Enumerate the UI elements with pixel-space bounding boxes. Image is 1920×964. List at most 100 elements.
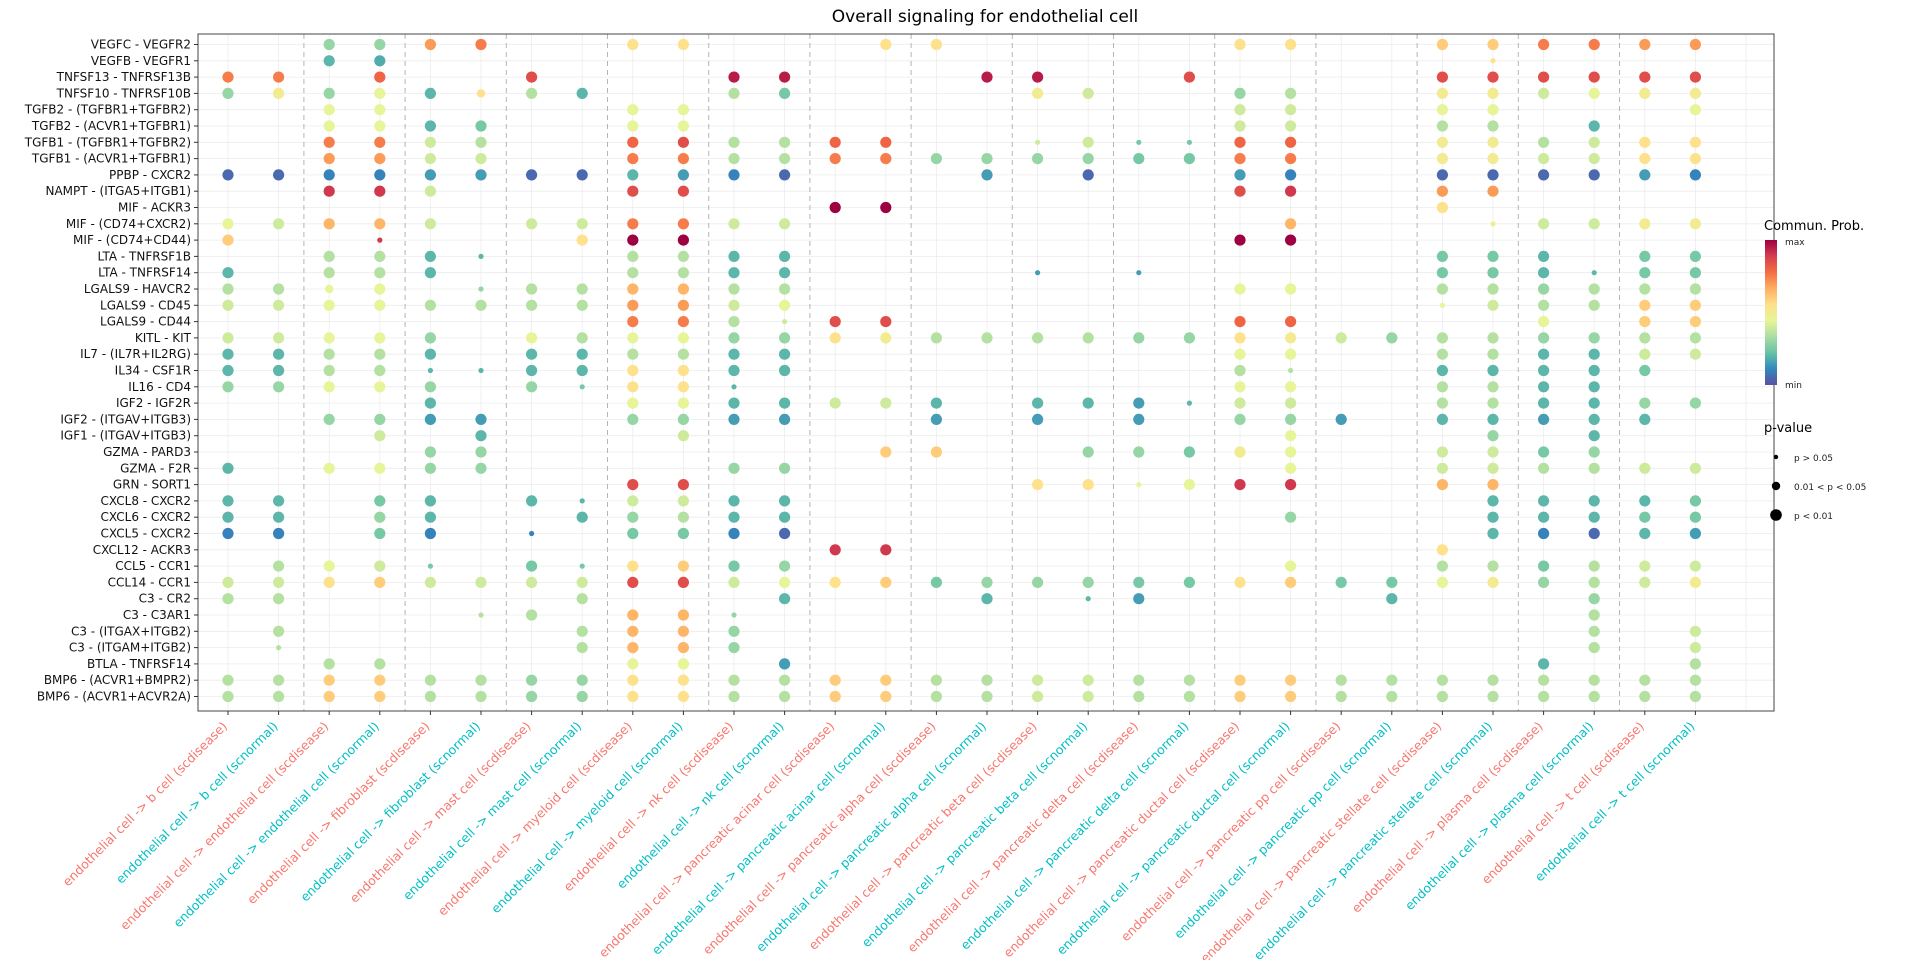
dot-point: [323, 38, 335, 51]
dot-point: [1285, 38, 1297, 51]
dot-point: [1186, 139, 1192, 145]
dot-point: [1234, 120, 1246, 132]
row-label: MIF - ACKR3: [118, 201, 191, 215]
dot-point: [1487, 674, 1499, 686]
plot-panel-border: [197, 33, 1775, 712]
dot-point: [323, 87, 335, 99]
dot-point: [728, 511, 740, 523]
dot-point: [526, 609, 538, 621]
dot-point: [1639, 136, 1651, 148]
dot-point: [1487, 446, 1499, 458]
dot-point: [323, 658, 335, 670]
dot-point: [1487, 495, 1499, 507]
dot-point: [1436, 576, 1448, 589]
row-label: BMP6 - (ACVR1+BMPR2): [44, 673, 191, 687]
dot-point: [1234, 169, 1246, 181]
dot-point: [1487, 299, 1499, 311]
dot-point: [880, 544, 892, 556]
dot-point: [627, 658, 639, 670]
dot-point: [1588, 462, 1600, 474]
dot-point: [576, 218, 588, 230]
dot-point: [1588, 430, 1600, 442]
dot-point: [374, 413, 386, 425]
dot-point: [779, 218, 791, 230]
column-label: endothelial cell -> pancreatic acinar ce…: [596, 719, 838, 960]
dot-point: [1689, 38, 1701, 51]
dot-point: [1082, 136, 1094, 148]
dot-point: [1689, 299, 1701, 311]
dot-point: [1538, 364, 1550, 377]
column-label: endothelial cell -> fibroblast (scdiseas…: [244, 719, 433, 908]
dot-point: [1285, 332, 1297, 344]
dot-point: [1588, 495, 1600, 507]
dot-point: [1133, 576, 1145, 589]
dot-point: [880, 690, 892, 703]
row-label: VEGFB - VEGFR1: [91, 54, 191, 68]
dot-point: [1639, 413, 1651, 425]
dot-point: [1234, 381, 1246, 393]
dot-point: [981, 576, 993, 589]
dot-point: [1639, 560, 1651, 572]
dot-point: [1487, 120, 1499, 132]
dot-point: [1487, 397, 1499, 409]
dot-point: [576, 576, 588, 589]
grid-layer: [198, 34, 1774, 711]
dot-point: [222, 462, 234, 474]
column-label: endothelial cell -> mast cell (scdisease…: [347, 719, 534, 906]
dot-point: [1588, 218, 1600, 230]
dot-point: [1588, 527, 1600, 540]
dot-point: [779, 495, 791, 507]
dot-point: [424, 185, 436, 197]
dot-point: [981, 593, 993, 605]
dot-point: [273, 364, 285, 377]
dot-point: [1588, 413, 1600, 425]
dot-point: [779, 267, 791, 279]
row-label: NAMPT - (ITGA5+ITGB1): [45, 184, 191, 198]
dot-point: [273, 169, 285, 181]
dot-point: [576, 87, 588, 99]
dot-point: [677, 527, 690, 540]
dot-point: [677, 560, 690, 572]
dot-point: [374, 55, 386, 67]
dot-point: [677, 430, 690, 442]
dot-point: [424, 332, 436, 344]
dot-point: [627, 495, 639, 507]
dot-point: [1032, 674, 1044, 686]
dot-point: [374, 674, 386, 686]
dot-point: [728, 397, 740, 409]
dot-point: [1032, 690, 1044, 703]
dot-point: [323, 413, 335, 425]
dot-point: [1082, 87, 1094, 99]
dot-point: [1032, 332, 1044, 344]
dot-point: [1183, 479, 1195, 491]
dot-point: [222, 495, 234, 507]
dot-point: [728, 527, 740, 540]
dot-point: [1639, 527, 1651, 540]
dot-point: [424, 381, 436, 393]
dot-point: [1538, 495, 1550, 507]
dot-point: [323, 55, 335, 67]
dot-point: [1436, 462, 1448, 474]
dot-point: [1538, 446, 1550, 458]
dot-point: [1335, 674, 1347, 686]
column-label: endothelial cell -> mast cell (scnormal): [400, 719, 584, 903]
dot-point: [779, 87, 791, 99]
dot-point: [1234, 674, 1246, 686]
dot-point: [1386, 674, 1398, 686]
dot-point: [273, 527, 285, 540]
dot-point: [526, 348, 538, 360]
dot-point: [526, 364, 538, 377]
dot-point: [1288, 367, 1294, 374]
dot-point: [1234, 446, 1246, 458]
dot-point: [677, 234, 690, 246]
dot-point: [478, 253, 484, 259]
dot-point: [323, 576, 335, 589]
dot-point: [677, 38, 690, 51]
dot-point: [1285, 576, 1297, 589]
dot-point: [374, 283, 386, 295]
dot-point: [677, 625, 690, 637]
dot-point: [323, 120, 335, 132]
dot-point: [1538, 87, 1550, 99]
